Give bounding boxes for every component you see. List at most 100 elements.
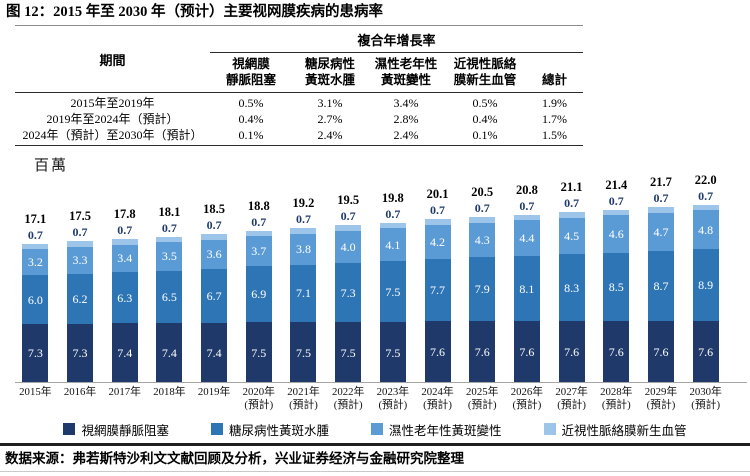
segment-value-label: 7.6: [698, 345, 714, 360]
bar-segment: 6.2: [67, 273, 94, 324]
year-label: 2017年: [108, 386, 141, 398]
x-axis-label: 2029年 (預計): [639, 386, 684, 412]
bar-segment: 6.7: [201, 268, 228, 324]
cnv-segment-label: 0.7: [698, 188, 714, 203]
year-label: 2019年: [197, 386, 231, 398]
bar-segment: 4.3: [469, 222, 496, 258]
bar-segment: 3.7: [245, 236, 272, 267]
predicted-note-label: (預計): [467, 399, 497, 411]
cagr-value-cell: 1.9%: [542, 96, 567, 110]
bar-segment: [335, 225, 362, 231]
bar-segment: 4.2: [424, 225, 451, 260]
year-label: 2021年: [287, 386, 320, 398]
x-axis-label: 2015年: [13, 386, 58, 412]
bar-column: 17.8 0.7 3.4 6.3 7.4: [102, 207, 147, 383]
bar-segment: 7.3: [335, 263, 362, 323]
legend-swatch-icon: [63, 423, 76, 435]
cagr-value-cell: 0.1%: [472, 128, 498, 142]
stacked-bar: 3.6 6.7 7.4: [201, 233, 228, 383]
bar-segment: 7.4: [156, 323, 183, 383]
segment-value-label: 3.3: [72, 253, 88, 268]
x-axis-label: 2022年 (預計): [326, 386, 371, 412]
cagr-value-cell: 2.4%: [393, 128, 419, 142]
bar-segment: 7.6: [424, 321, 451, 383]
x-axis-label: 2025年 (預計): [460, 386, 505, 412]
year-label: 2022年: [331, 386, 365, 398]
header-line: 黃斑變性: [380, 73, 431, 87]
stacked-bar: 3.3 6.2 7.3: [67, 241, 94, 383]
x-axis-label: 2019年: [192, 386, 237, 412]
cagr-value-cell: 0.5%: [238, 96, 264, 110]
figure-title: 图 12：2015 年至 2030 年（预计）主要视网膜疾病的患病率: [6, 4, 383, 20]
segment-value-label: 8.5: [608, 280, 624, 294]
stacked-bar: 3.2 6.0 7.3: [22, 243, 49, 383]
cnv-segment-label: 0.7: [117, 222, 133, 237]
header-line: 黃斑水腫: [304, 73, 355, 87]
segment-value-label: 4.2: [430, 235, 446, 250]
predicted-note-label: (預計): [557, 399, 586, 411]
predicted-note-label: (預計): [244, 399, 274, 411]
segment-value-label: 7.5: [295, 345, 311, 360]
predicted-note-label: (預計): [423, 399, 452, 411]
segment-value-label: 7.9: [474, 282, 490, 297]
cnv-segment-label: 0.7: [474, 200, 490, 215]
x-axis-line: [15, 382, 747, 383]
bar-segment: 6.5: [156, 270, 183, 324]
bar-segment: 7.6: [647, 321, 674, 383]
cnv-segment-label: 0.7: [27, 227, 43, 242]
legend-label: 近視性脈絡膜新生血管: [561, 423, 687, 438]
predicted-note-label: (預計): [333, 399, 363, 411]
segment-value-label: 7.4: [206, 346, 222, 361]
bar-segment: [156, 236, 183, 243]
cagr-table: 期間 複合年增長率 視網膜 靜脈阻塞 糖尿病性 黃斑水腫 濕性老年性 黃斑變性 近視性脈絡膜…: [15, 25, 583, 146]
bar-segment: 7.5: [290, 322, 317, 383]
stacked-bar: 3.8 7.1 7.5: [290, 228, 317, 383]
legend-item: 視網膜靜脈阻塞: [63, 420, 169, 439]
legend-label: 濕性老年性黃斑變性: [389, 423, 502, 438]
bar-column: 17.1 0.7 3.2 6.0 7.3: [13, 212, 58, 383]
bar-segment: 4.4: [513, 220, 540, 256]
footer-divider: [0, 443, 750, 446]
bar-segment: 7.1: [290, 264, 317, 323]
data-source-note: 数据来源：弗若斯特沙利文文献回顾及分析，兴业证券经济与金融研究院整理: [5, 451, 464, 466]
bar-total-label: 20.8: [515, 182, 538, 197]
bar-segment: 3.6: [201, 239, 228, 269]
bar-segment: 8.9: [692, 249, 719, 322]
bar-segment: 7.9: [469, 257, 496, 322]
stacked-bar: 4.7 8.7 7.6: [647, 207, 674, 383]
bar-segment: 3.4: [111, 244, 138, 273]
table-row: 2024年（預計）至2030年（預計） 0.1% 2.4% 2.4% 0.1% 1.5%: [15, 127, 583, 145]
bar-segment: 7.6: [603, 321, 630, 383]
bar-segment: 7.6: [469, 321, 496, 383]
year-label: 2015年: [19, 386, 52, 398]
segment-value-label: 3.7: [251, 244, 267, 259]
bar-column: 21.4 0.7 4.6 8.5 7.6: [594, 178, 639, 383]
segment-value-label: 7.6: [430, 345, 446, 360]
segment-value-label: 6.3: [117, 290, 133, 305]
bar-column: 21.7 0.7 4.7 8.7 7.6: [639, 175, 684, 383]
legend-item: 糖尿病性黃斑水腫: [210, 420, 329, 439]
bar-segment: 4.6: [603, 215, 630, 253]
segment-value-label: 8.7: [653, 279, 669, 294]
bar-column: 18.1 0.7 3.5 6.5 7.4: [147, 205, 192, 383]
bar-segment: [379, 222, 406, 229]
bar-segment: [67, 241, 94, 248]
table-row: 2015年至2019年 0.5% 3.1% 3.4% 0.5% 1.9%: [15, 93, 583, 111]
cagr-value-cell: 0.5%: [472, 96, 498, 110]
cagr-value-cell: 0.4%: [472, 112, 498, 126]
bar-segment: [22, 243, 49, 250]
bar-total-label: 21.1: [560, 180, 583, 195]
cnv-segment-label: 0.7: [430, 203, 446, 218]
bar-segment: 4.0: [335, 230, 362, 264]
year-label: 2027年: [555, 386, 588, 398]
bar-column: 17.5 0.7 3.3 6.2 7.3: [58, 209, 103, 383]
segment-value-label: 7.3: [340, 285, 356, 300]
period-cell: 2024年（預計）至2030年（預計）: [22, 128, 203, 142]
period-cell: 2015年至2019年: [70, 96, 155, 110]
bar-segment: 6.9: [245, 266, 272, 323]
cnv-segment-label: 0.7: [206, 217, 222, 232]
segment-value-label: 6.7: [206, 288, 222, 303]
bar-segment: 7.5: [379, 322, 406, 383]
bar-total-label: 19.5: [337, 193, 360, 208]
